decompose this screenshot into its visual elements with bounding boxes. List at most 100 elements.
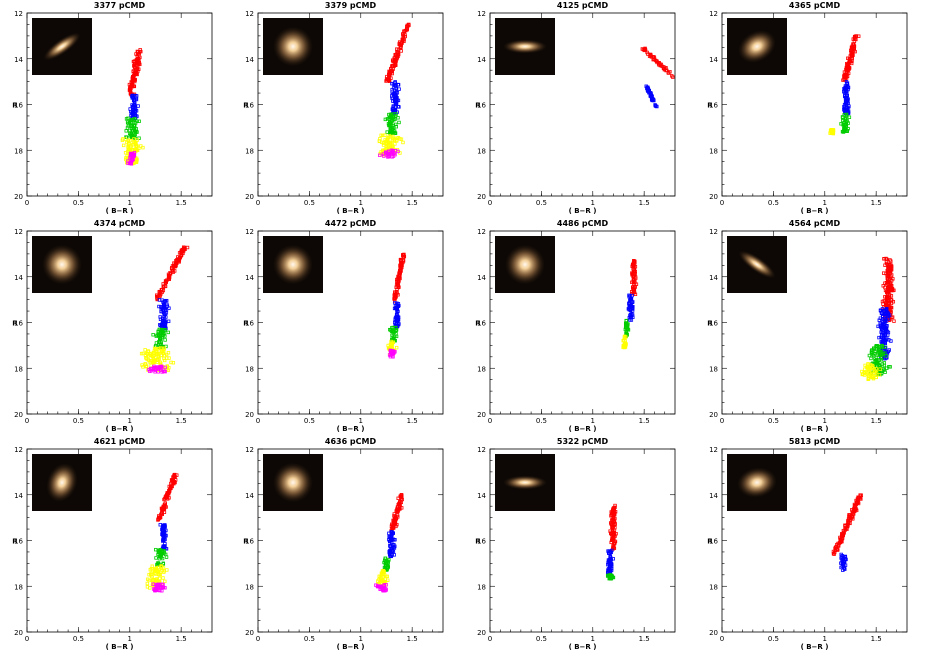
data-point: [883, 312, 888, 317]
panel-11: 5322 pCMD 0 0.5 1 1.5 12 14 16 18 20 ( B−R ) R: [475, 437, 676, 651]
data-point: [613, 522, 617, 527]
x-tick-label: 0: [25, 417, 29, 425]
data-point: [132, 100, 137, 104]
data-point: [885, 355, 889, 360]
y-tick-label: 14: [245, 274, 254, 282]
data-point: [162, 358, 167, 363]
data-point: [394, 305, 399, 310]
panel-title: 4374 pCMD: [94, 219, 146, 228]
data-point: [128, 118, 133, 123]
data-point: [398, 271, 402, 275]
y-axis-label: R: [12, 538, 18, 546]
color-bin-5: [387, 348, 397, 359]
data-point: [630, 305, 634, 309]
data-point: [856, 495, 860, 499]
y-tick-label: 20: [709, 629, 718, 637]
x-tick-label: 1.5: [176, 199, 187, 207]
data-point: [643, 47, 647, 52]
y-tick-label: 16: [477, 320, 486, 328]
data-point: [852, 502, 857, 507]
y-tick-label: 18: [14, 365, 23, 373]
x-tick-label: 0: [25, 635, 29, 643]
panel-7: 4486 pCMD 0 0.5 1 1.5 12 14 16 18 20 ( B−R ) R: [475, 219, 676, 433]
y-tick-label: 16: [477, 538, 486, 546]
data-point: [403, 33, 407, 37]
galaxy-image: [273, 244, 313, 285]
galaxy-thumbnail: [263, 18, 323, 75]
data-point: [651, 98, 656, 102]
y-tick-label: 20: [709, 193, 718, 201]
y-tick-label: 20: [477, 193, 486, 201]
data-point: [393, 105, 398, 109]
data-point: [386, 343, 390, 348]
data-point: [392, 512, 397, 516]
data-point: [399, 494, 403, 499]
y-axis-label: R: [243, 102, 249, 110]
data-point: [395, 312, 399, 317]
data-point: [878, 309, 883, 313]
data-point: [874, 367, 878, 371]
data-point: [162, 304, 166, 308]
data-point: [885, 366, 889, 370]
y-axis-label: R: [12, 320, 18, 328]
data-point: [152, 364, 156, 369]
data-point: [842, 129, 847, 133]
y-tick-label: 20: [709, 411, 718, 419]
data-point: [844, 75, 848, 79]
data-point: [126, 142, 131, 146]
data-point: [391, 518, 395, 523]
data-point: [846, 106, 851, 110]
data-point: [162, 356, 166, 361]
data-point: [155, 347, 159, 351]
data-point: [379, 584, 383, 588]
color-bin-2: [839, 552, 848, 572]
data-point: [388, 127, 392, 131]
data-point: [161, 528, 165, 533]
data-point: [844, 112, 849, 117]
data-point: [890, 287, 895, 291]
data-point: [158, 342, 163, 346]
data-point: [840, 115, 845, 120]
data-point: [849, 48, 853, 53]
data-point: [384, 142, 389, 146]
x-tick-label: 1.5: [176, 635, 187, 643]
data-point: [158, 570, 162, 574]
data-point: [396, 318, 400, 322]
data-point: [390, 342, 395, 346]
data-point: [397, 502, 401, 506]
data-point: [180, 248, 185, 253]
data-point: [378, 137, 382, 141]
data-point: [388, 539, 392, 544]
data-point: [395, 95, 399, 100]
data-point: [386, 152, 390, 156]
data-point: [163, 284, 168, 288]
x-tick-label: 0: [256, 417, 260, 425]
data-point: [389, 532, 394, 536]
data-point: [610, 518, 614, 522]
y-tick-label: 18: [245, 365, 254, 373]
data-point: [402, 29, 407, 34]
data-point: [157, 357, 161, 361]
data-point: [396, 515, 400, 519]
galaxy-image: [738, 250, 776, 279]
data-point: [381, 133, 385, 138]
data-point: [175, 261, 179, 266]
y-tick-label: 20: [477, 629, 486, 637]
x-tick-label: 0.5: [768, 635, 779, 643]
panel-8: 4564 pCMD 0 0.5 1 1.5 12 14 16 18 20 ( B−R ) R: [707, 219, 908, 433]
data-point: [130, 82, 134, 87]
data-point: [397, 87, 401, 91]
data-point: [393, 62, 397, 66]
y-tick-label: 12: [477, 10, 486, 18]
data-point: [387, 73, 392, 77]
galaxy-image: [273, 462, 313, 503]
data-point: [163, 298, 168, 303]
data-point: [394, 90, 398, 94]
data-point: [137, 136, 141, 140]
data-point: [400, 506, 404, 510]
data-point: [389, 67, 393, 71]
data-point: [394, 125, 398, 129]
y-tick-label: 18: [709, 583, 718, 591]
data-point: [166, 319, 171, 323]
data-point: [881, 323, 886, 327]
